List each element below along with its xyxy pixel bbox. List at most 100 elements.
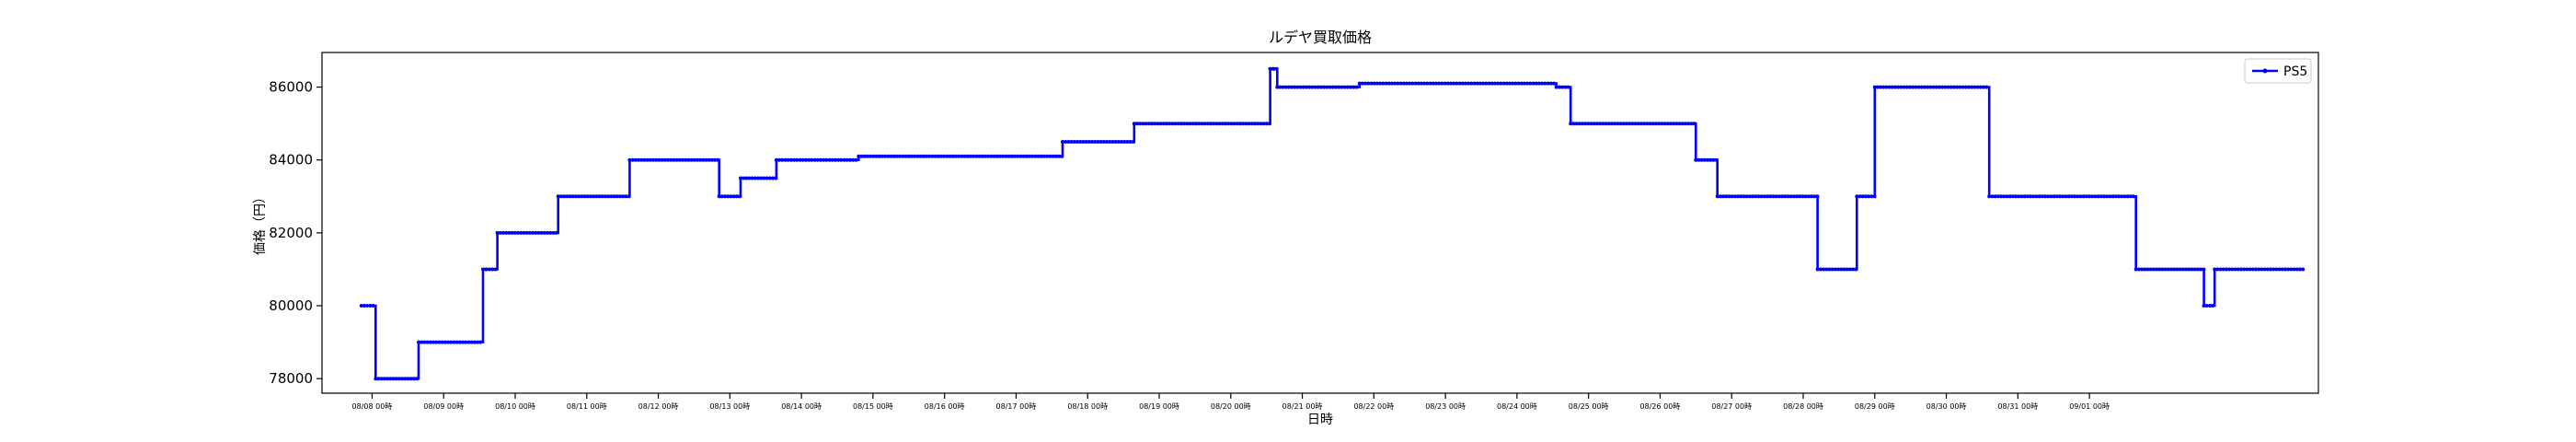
data-point	[686, 157, 691, 162]
data-point	[713, 157, 718, 162]
data-point	[868, 154, 873, 158]
data-point	[1253, 122, 1257, 126]
data-point	[464, 340, 468, 344]
data-point	[677, 157, 682, 162]
data-point	[989, 154, 994, 158]
data-point	[1384, 81, 1388, 86]
data-point	[1150, 122, 1154, 126]
data-point	[1425, 81, 1430, 86]
data-point	[1024, 154, 1029, 158]
data-point	[1839, 267, 1844, 272]
data-point	[573, 194, 578, 199]
data-point	[1381, 81, 1386, 86]
x-tick-label: 08/29 00時	[1855, 402, 1895, 411]
data-point	[771, 176, 776, 180]
data-point	[2230, 267, 2235, 272]
data-point	[1754, 194, 1758, 199]
x-tick-label: 08/09 00時	[423, 402, 464, 411]
data-point	[1689, 122, 1694, 126]
data-point	[1546, 81, 1550, 86]
data-point	[1540, 81, 1545, 86]
data-point	[1322, 85, 1327, 89]
data-point	[440, 340, 444, 344]
data-point	[1810, 194, 1814, 199]
data-point	[371, 304, 375, 308]
data-point	[1946, 85, 1950, 89]
data-point	[2043, 194, 2047, 199]
data-point	[2064, 194, 2068, 199]
data-point	[1146, 122, 1151, 126]
data-point	[2190, 267, 2194, 272]
data-point	[780, 157, 785, 162]
data-point	[2199, 267, 2203, 272]
data-point	[648, 157, 652, 162]
x-tick-label: 08/08 00時	[352, 402, 393, 411]
data-point	[880, 154, 884, 158]
data-point	[1854, 267, 1858, 272]
series-lines-layer	[359, 66, 2306, 381]
data-point	[1657, 122, 1662, 126]
data-point	[1867, 194, 1871, 199]
data-point	[1845, 267, 1849, 272]
data-point	[1469, 81, 1474, 86]
data-point	[2218, 267, 2223, 272]
data-point	[762, 176, 766, 180]
data-point	[1064, 140, 1068, 144]
data-point	[1589, 122, 1593, 126]
data-point	[1798, 194, 1802, 199]
data-point	[795, 157, 799, 162]
data-point	[2245, 267, 2249, 272]
data-point	[1721, 194, 1726, 199]
data-point	[909, 154, 914, 158]
data-point	[2286, 267, 2291, 272]
data-point	[1645, 122, 1650, 126]
data-point	[2136, 267, 2141, 272]
data-point	[1158, 122, 1163, 126]
data-point	[1699, 157, 1704, 162]
data-point	[446, 340, 450, 344]
data-point	[1990, 194, 1995, 199]
data-point	[2005, 194, 2009, 199]
data-point	[918, 154, 923, 158]
data-point	[597, 194, 602, 199]
data-point	[1033, 154, 1038, 158]
legend-swatch-marker	[2262, 68, 2268, 74]
data-point	[777, 157, 782, 162]
data-point	[1131, 140, 1135, 144]
data-point	[1571, 122, 1576, 126]
x-tick-label: 08/30 00時	[1926, 402, 1967, 411]
data-point	[633, 157, 638, 162]
data-point	[972, 154, 976, 158]
y-axis-label: 価格（円）	[253, 191, 268, 255]
data-point	[2236, 267, 2240, 272]
data-point	[1911, 85, 1915, 89]
data-point	[2239, 267, 2243, 272]
data-point	[2160, 267, 2165, 272]
data-point	[1056, 154, 1061, 158]
data-point	[507, 230, 512, 235]
data-point	[1625, 122, 1628, 126]
data-point	[1328, 85, 1332, 89]
data-point	[1674, 122, 1679, 126]
data-point	[2084, 194, 2088, 199]
data-point	[1116, 140, 1121, 144]
data-point	[2128, 194, 2133, 199]
data-point	[1235, 122, 1239, 126]
data-point	[408, 377, 413, 381]
data-point	[1788, 194, 1793, 199]
data-point	[1827, 267, 1832, 272]
data-point	[1325, 85, 1329, 89]
data-point	[1295, 85, 1300, 89]
y-tick-label: 80000	[269, 297, 313, 314]
data-point	[585, 194, 590, 199]
data-point	[642, 157, 647, 162]
data-point	[1185, 122, 1190, 126]
data-point	[476, 340, 479, 344]
data-point	[759, 176, 764, 180]
data-point	[1967, 85, 1972, 89]
data-point	[750, 176, 754, 180]
data-point	[1084, 140, 1088, 144]
data-point	[1732, 194, 1737, 199]
data-point	[1759, 194, 1764, 199]
data-point	[1122, 140, 1127, 144]
